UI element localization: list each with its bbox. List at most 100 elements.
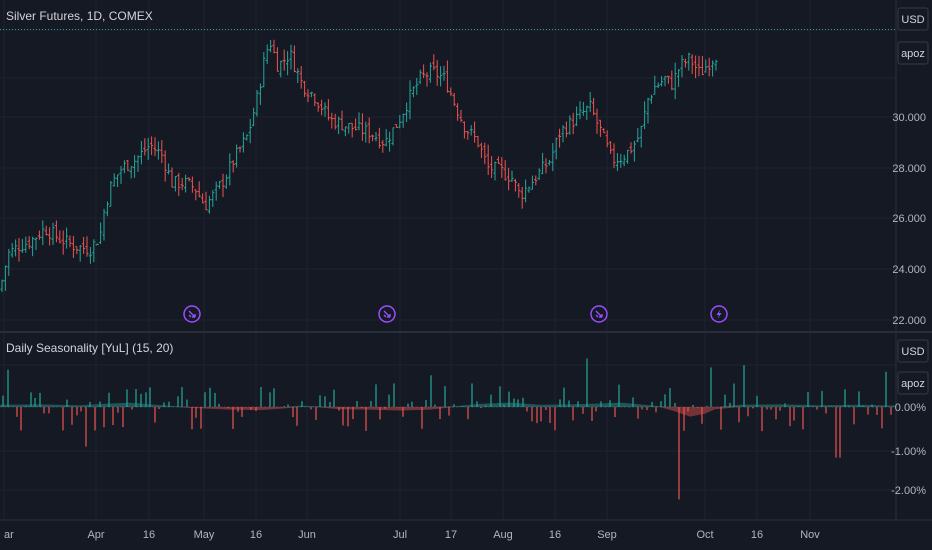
ohlc-bar bbox=[173, 176, 177, 192]
ohlc-bar bbox=[92, 239, 96, 263]
ohlc-bar bbox=[61, 230, 65, 255]
ohlc-bar bbox=[711, 60, 715, 77]
ohlc-bar bbox=[150, 136, 154, 156]
ohlc-bar bbox=[602, 128, 606, 134]
ohlc-bar bbox=[354, 118, 358, 131]
ohlc-bar bbox=[714, 59, 718, 71]
ohlc-bar bbox=[221, 173, 225, 198]
ohlc-bar bbox=[235, 144, 239, 168]
ohlc-bar bbox=[500, 157, 504, 178]
ohlc-bar bbox=[129, 166, 133, 179]
ohlc-bar bbox=[411, 86, 415, 98]
price-axis-labels[interactable]: 22.000 24.000 26.000 28.000 30.000 bbox=[892, 112, 926, 327]
ohlc-bar bbox=[88, 247, 92, 264]
time-tick-label: 16 bbox=[250, 529, 262, 541]
ohlc-bar bbox=[153, 137, 157, 157]
scale-mode-box-indicator[interactable]: apoz bbox=[897, 371, 929, 395]
ohlc-bar bbox=[432, 54, 436, 71]
time-tick-label: 16 bbox=[549, 529, 561, 541]
ohlc-bar bbox=[425, 72, 429, 87]
ohlc-bar bbox=[394, 124, 398, 128]
ohlc-bar bbox=[643, 101, 647, 130]
seasonality-pane[interactable] bbox=[0, 358, 896, 500]
ohlc-bar bbox=[17, 237, 21, 262]
scale-mode-box-main[interactable]: apoz bbox=[897, 41, 929, 65]
time-axis-labels[interactable]: ar Apr 16 May 16 Jun Jul 17 Aug 16 Sep Oct 16 Nov bbox=[4, 529, 820, 541]
ohlc-bar bbox=[517, 183, 521, 198]
ohlc-bar bbox=[272, 39, 276, 54]
grid-lines bbox=[0, 0, 896, 520]
currency-box-main[interactable]: USD bbox=[897, 7, 929, 31]
ohlc-bar bbox=[31, 236, 35, 257]
ohlc-bar bbox=[666, 75, 670, 84]
lightning-icon[interactable] bbox=[710, 305, 728, 323]
ohlc-bar bbox=[527, 186, 531, 193]
ohlc-bar bbox=[24, 236, 28, 253]
ohlc-bar bbox=[656, 82, 660, 89]
ohlc-bar bbox=[248, 118, 252, 144]
ohlc-bar bbox=[337, 116, 341, 135]
ohlc-bar bbox=[537, 168, 541, 181]
split-event-icon[interactable] bbox=[590, 305, 608, 323]
indicator-tick-label: -1.00% bbox=[891, 446, 926, 458]
ohlc-bar bbox=[680, 55, 684, 78]
ohlc-bar bbox=[435, 60, 439, 86]
indicator-axis-labels[interactable]: 0.00% -1.00% -2.00% bbox=[891, 402, 926, 497]
price-tick-label: 24.000 bbox=[892, 264, 926, 276]
ohlc-bar bbox=[65, 227, 69, 249]
ohlc-bar bbox=[269, 39, 273, 53]
ohlc-bar bbox=[27, 236, 31, 249]
ohlc-bar bbox=[524, 179, 528, 203]
ohlc-bar bbox=[71, 235, 75, 258]
ohlc-bar bbox=[558, 128, 562, 148]
ohlc-bar bbox=[636, 128, 640, 143]
ohlc-bar bbox=[51, 222, 55, 245]
time-tick-label: Nov bbox=[800, 529, 820, 541]
ohlc-bar bbox=[262, 52, 266, 88]
ohlc-bar bbox=[445, 60, 449, 93]
ohlc-bar bbox=[581, 101, 585, 116]
ohlc-bar bbox=[99, 222, 103, 245]
ohlc-bar bbox=[143, 138, 147, 156]
ohlc-bar bbox=[595, 108, 599, 134]
time-tick-label: Oct bbox=[696, 529, 713, 541]
ohlc-bar bbox=[20, 238, 24, 254]
time-tick-label: 16 bbox=[143, 529, 155, 541]
ohlc-bar bbox=[122, 160, 126, 174]
ohlc-bar bbox=[670, 70, 674, 91]
ohlc-bar bbox=[653, 75, 657, 95]
ohlc-bar bbox=[473, 121, 477, 143]
ohlc-bar bbox=[371, 134, 375, 142]
main-chart-title: Silver Futures, 1D, COMEX bbox=[6, 9, 153, 23]
ohlc-bar bbox=[551, 143, 555, 172]
ohlc-bar bbox=[360, 113, 364, 141]
split-event-icon[interactable] bbox=[183, 305, 201, 323]
split-event-icon[interactable] bbox=[378, 305, 396, 323]
currency-box-indicator[interactable]: USD bbox=[897, 339, 929, 363]
ohlc-bar bbox=[119, 166, 123, 184]
ohlc-bar bbox=[177, 172, 181, 196]
ohlc-bar bbox=[306, 89, 310, 103]
ohlc-bar bbox=[275, 47, 279, 72]
ohlc-bar bbox=[544, 158, 548, 174]
ohlc-bar bbox=[466, 130, 470, 140]
time-tick-label: 17 bbox=[445, 529, 457, 541]
ohlc-bar bbox=[476, 135, 480, 148]
ohlc-bar bbox=[54, 220, 58, 243]
ohlc-bar bbox=[408, 80, 412, 120]
ohlc-bar bbox=[663, 75, 667, 87]
ohlc-bar bbox=[109, 180, 113, 207]
indicator-title: Daily Seasonality [YuL] (15, 20) bbox=[6, 341, 173, 355]
ohlc-bar bbox=[626, 149, 630, 164]
ohlc-bar bbox=[241, 132, 245, 153]
ohlc-series bbox=[0, 39, 718, 292]
ohlc-bar bbox=[136, 155, 140, 172]
ohlc-bar bbox=[687, 52, 691, 71]
price-pane[interactable] bbox=[0, 28, 896, 323]
ohlc-bar bbox=[58, 230, 62, 244]
ohlc-bar bbox=[677, 69, 681, 87]
ohlc-bar bbox=[503, 160, 507, 181]
ohlc-bar bbox=[340, 110, 344, 131]
ohlc-bar bbox=[391, 127, 395, 146]
